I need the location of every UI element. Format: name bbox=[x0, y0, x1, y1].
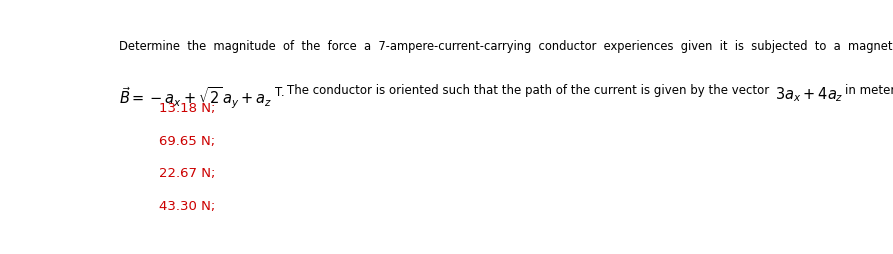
Text: 22.67 N;: 22.67 N; bbox=[159, 166, 215, 179]
Text: $3a_x + 4a_z$: $3a_x + 4a_z$ bbox=[774, 85, 843, 104]
Text: 69.65 N;: 69.65 N; bbox=[159, 135, 215, 148]
Text: $\vec{B} = -a_x + \sqrt{2}\,a_y + a_z$: $\vec{B} = -a_x + \sqrt{2}\,a_y + a_z$ bbox=[119, 85, 272, 111]
Text: The conductor is oriented such that the path of the current is given by the vect: The conductor is oriented such that the … bbox=[288, 83, 773, 96]
Text: 13.18 N;: 13.18 N; bbox=[159, 102, 215, 115]
Text: Determine  the  magnitude  of  the  force  a  7-ampere-current-carrying  conduct: Determine the magnitude of the force a 7… bbox=[119, 40, 893, 53]
Text: 43.30 N;: 43.30 N; bbox=[159, 199, 215, 212]
Text: in meters.: in meters. bbox=[845, 83, 893, 96]
Text: T.: T. bbox=[276, 85, 285, 98]
